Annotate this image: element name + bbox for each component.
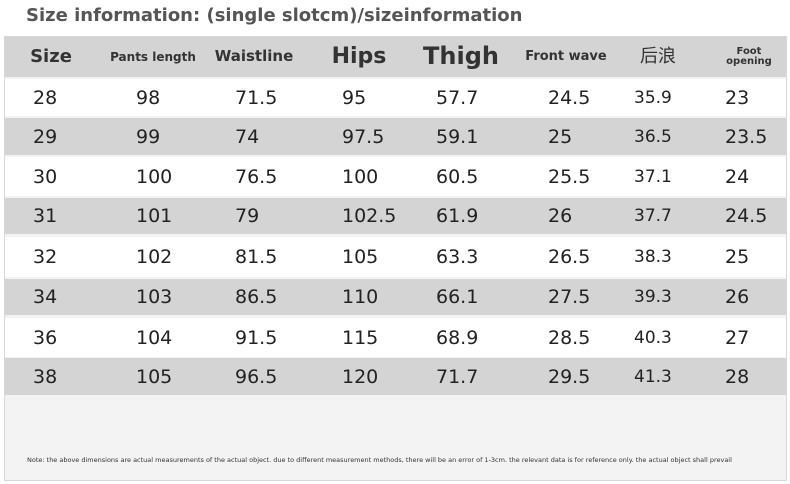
data-cell: 26 <box>725 286 750 308</box>
header-cell: Thigh <box>411 37 511 77</box>
data-cell: 41.3 <box>634 366 672 387</box>
data-cell: 102.5 <box>342 205 397 227</box>
data-cell: 115 <box>342 326 379 349</box>
data-cell: 57.7 <box>436 86 479 109</box>
data-cell: 27.5 <box>548 286 591 308</box>
header-text: Front wave <box>525 49 607 65</box>
header-text: Pants length <box>110 49 196 64</box>
data-cell: 102 <box>136 246 173 268</box>
data-cell: 91.5 <box>235 326 278 349</box>
data-cell: 30 <box>33 165 58 188</box>
data-row: 38 105 96.5 120 71.7 29.5 41.3 28 <box>5 358 786 395</box>
data-row: 31 101 79 102.5 61.9 26 37.7 24.5 <box>5 198 786 234</box>
data-cell: 36.5 <box>634 126 672 147</box>
note: Note: the above dimensions are actual me… <box>27 456 732 464</box>
data-cell: 86.5 <box>235 286 278 308</box>
data-cell: 38.3 <box>634 247 672 267</box>
data-cell: 97.5 <box>342 125 385 148</box>
data-cell: 95 <box>342 86 367 109</box>
header-cell: Hips <box>309 37 409 77</box>
header-cell: Pants length <box>103 37 203 77</box>
header-text: Hips <box>331 44 387 70</box>
data-cell: 71.7 <box>436 365 479 388</box>
data-cell: 74 <box>235 125 260 148</box>
data-cell: 110 <box>342 286 379 308</box>
data-cell: 36 <box>33 326 58 349</box>
data-row: 29 99 74 97.5 59.1 25 36.5 23.5 <box>5 118 786 155</box>
header-text: Foot opening <box>726 45 772 67</box>
size-table: Note: the above dimensions are actual me… <box>4 36 787 481</box>
data-cell: 61.9 <box>436 205 479 227</box>
data-cell: 24.5 <box>548 86 591 109</box>
data-cell: 100 <box>136 165 173 188</box>
header-cell: 后浪 <box>608 37 708 77</box>
data-cell: 24 <box>725 165 750 188</box>
data-cell: 37.7 <box>634 206 672 226</box>
header-cell: Front wave <box>516 37 616 77</box>
data-cell: 23 <box>725 86 750 109</box>
data-cell: 59.1 <box>436 125 479 148</box>
header-text: Size <box>30 45 72 67</box>
data-cell: 120 <box>342 365 379 388</box>
data-cell: 35.9 <box>634 87 672 108</box>
header-row: Size Pants length Waistline Hips Thigh Front … <box>5 37 786 77</box>
data-cell: 32 <box>33 246 58 268</box>
data-cell: 27 <box>725 326 750 349</box>
data-cell: 39.3 <box>634 287 672 307</box>
data-cell: 79 <box>235 205 260 227</box>
data-cell: 28 <box>33 86 58 109</box>
data-row: 32 102 81.5 105 63.3 26.5 38.3 25 <box>5 237 786 277</box>
data-cell: 103 <box>136 286 173 308</box>
data-cell: 25 <box>725 246 750 268</box>
data-cell: 76.5 <box>235 165 278 188</box>
header-text: Thigh <box>423 42 499 71</box>
data-cell: 105 <box>136 365 173 388</box>
data-cell: 99 <box>136 125 161 148</box>
data-cell: 31 <box>33 205 58 227</box>
data-cell: 105 <box>342 246 379 268</box>
data-cell: 37.1 <box>634 166 672 187</box>
header-cell: Size <box>1 37 101 77</box>
header-text: 后浪 <box>640 45 676 67</box>
data-cell: 29 <box>33 125 58 148</box>
data-cell: 24.5 <box>725 205 768 227</box>
data-cell: 34 <box>33 286 58 308</box>
data-cell: 26 <box>548 205 573 227</box>
data-cell: 63.3 <box>436 246 479 268</box>
header-cell: Foot opening <box>699 37 790 77</box>
data-cell: 28 <box>725 365 750 388</box>
data-cell: 23.5 <box>725 125 768 148</box>
data-cell: 40.3 <box>634 327 672 348</box>
data-cell: 100 <box>342 165 379 188</box>
data-cell: 29.5 <box>548 365 591 388</box>
data-cell: 96.5 <box>235 365 278 388</box>
title: Size information: (single slotcm)/sizein… <box>26 5 523 26</box>
data-cell: 25 <box>548 125 573 148</box>
data-cell: 26.5 <box>548 246 591 268</box>
data-cell: 60.5 <box>436 165 479 188</box>
data-cell: 104 <box>136 326 173 349</box>
data-row: 36 104 91.5 115 68.9 28.5 40.3 27 <box>5 318 786 357</box>
data-row: 28 98 71.5 95 57.7 24.5 35.9 23 <box>5 79 786 116</box>
header-text: Waistline <box>214 47 294 66</box>
data-cell: 81.5 <box>235 246 278 268</box>
data-cell: 38 <box>33 365 58 388</box>
data-cell: 25.5 <box>548 165 591 188</box>
data-cell: 101 <box>136 205 173 227</box>
data-cell: 68.9 <box>436 326 479 349</box>
data-cell: 28.5 <box>548 326 591 349</box>
data-cell: 71.5 <box>235 86 278 109</box>
data-cell: 98 <box>136 86 161 109</box>
data-cell: 66.1 <box>436 286 479 308</box>
data-row: 30 100 76.5 100 60.5 25.5 37.1 24 <box>5 157 786 196</box>
header-cell: Waistline <box>204 37 304 77</box>
data-row: 34 103 86.5 110 66.1 27.5 39.3 26 <box>5 279 786 315</box>
